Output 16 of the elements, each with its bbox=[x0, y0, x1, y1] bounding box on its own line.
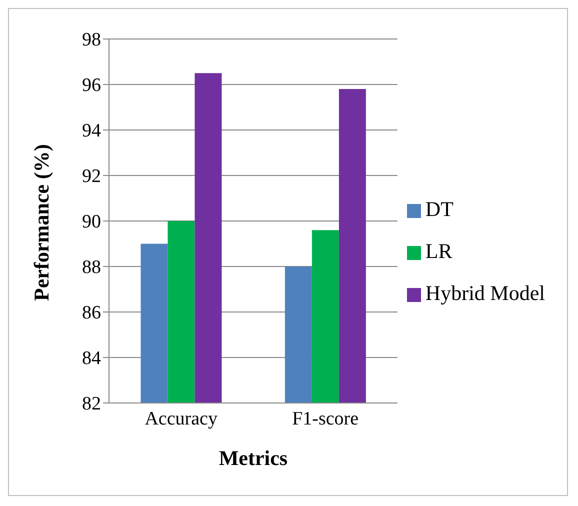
x-tick-label: Accuracy bbox=[144, 408, 218, 430]
y-tick-label: 92 bbox=[82, 166, 101, 188]
y-tick-label: 82 bbox=[82, 394, 101, 415]
y-tick-label: 86 bbox=[82, 302, 101, 324]
x-tick-label: F1-score bbox=[292, 408, 359, 430]
x-axis-title: Metrics bbox=[218, 446, 288, 470]
legend-label: DT bbox=[425, 197, 454, 221]
y-tick-label: 94 bbox=[82, 120, 102, 142]
y-tick-label: 96 bbox=[82, 75, 101, 96]
y-tick-label: 90 bbox=[82, 212, 101, 233]
legend-label: LR bbox=[425, 239, 452, 263]
y-tick-label: 88 bbox=[82, 257, 101, 278]
y-axis-title: Performance (%) bbox=[29, 144, 54, 301]
y-tick-label: 84 bbox=[82, 348, 102, 370]
legend-label: Hybrid Model bbox=[425, 281, 545, 305]
y-tick-label: 98 bbox=[82, 30, 101, 51]
